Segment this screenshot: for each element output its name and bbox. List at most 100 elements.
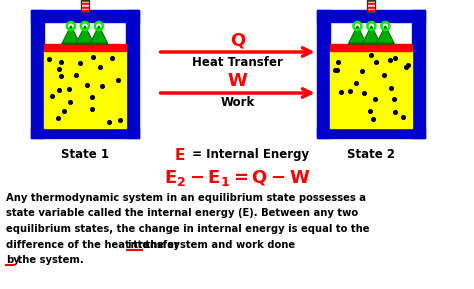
Bar bbox=[81, 2, 89, 3]
Bar bbox=[367, 5, 375, 7]
Point bbox=[333, 68, 340, 73]
Point bbox=[55, 66, 63, 71]
Point bbox=[98, 84, 106, 89]
Polygon shape bbox=[350, 28, 365, 42]
Bar bbox=[31, 10, 44, 138]
Point bbox=[76, 61, 83, 66]
Text: Q: Q bbox=[230, 31, 245, 49]
Bar bbox=[367, 9, 375, 10]
Bar bbox=[367, 3, 375, 5]
Text: difference of the heat transfer: difference of the heat transfer bbox=[6, 240, 182, 249]
Point bbox=[372, 97, 379, 101]
Point bbox=[390, 97, 398, 102]
Bar bbox=[330, 51, 412, 128]
Bar bbox=[330, 44, 412, 51]
Point bbox=[58, 60, 65, 64]
Point bbox=[67, 100, 74, 105]
Point bbox=[404, 63, 411, 67]
Point bbox=[369, 117, 377, 121]
Text: W: W bbox=[228, 72, 247, 90]
Bar bbox=[81, 10, 89, 12]
Bar bbox=[44, 51, 126, 128]
Point bbox=[57, 74, 65, 78]
Text: State 1: State 1 bbox=[61, 148, 109, 161]
Text: Heat Transfer: Heat Transfer bbox=[192, 57, 283, 69]
Bar bbox=[412, 10, 425, 138]
Point bbox=[399, 115, 407, 119]
Bar bbox=[81, 0, 89, 12]
Bar bbox=[81, 3, 89, 5]
Point bbox=[337, 90, 345, 95]
Bar bbox=[367, 10, 375, 12]
Point bbox=[358, 69, 366, 73]
Polygon shape bbox=[92, 28, 106, 42]
Point bbox=[55, 115, 62, 120]
Text: = Internal Energy: = Internal Energy bbox=[188, 148, 309, 161]
Point bbox=[360, 91, 367, 95]
Text: into: into bbox=[127, 240, 149, 249]
Text: $\mathbf{E_2 - E_1 = Q - W}$: $\mathbf{E_2 - E_1 = Q - W}$ bbox=[164, 168, 311, 188]
Point bbox=[367, 53, 375, 58]
Point bbox=[353, 81, 360, 86]
Point bbox=[388, 86, 395, 90]
Point bbox=[72, 73, 79, 77]
Bar bbox=[367, 0, 375, 12]
Point bbox=[114, 78, 122, 83]
Bar bbox=[81, 9, 89, 10]
Point bbox=[108, 56, 116, 60]
Point bbox=[88, 107, 96, 112]
Text: the system and work done: the system and work done bbox=[142, 240, 295, 249]
Point bbox=[106, 119, 113, 124]
Bar bbox=[44, 44, 126, 51]
Point bbox=[46, 57, 53, 62]
Polygon shape bbox=[64, 28, 78, 42]
Bar bbox=[81, 0, 89, 2]
Polygon shape bbox=[62, 26, 80, 44]
Text: E: E bbox=[175, 148, 185, 163]
Polygon shape bbox=[76, 26, 94, 44]
Bar bbox=[367, 7, 375, 9]
Bar bbox=[31, 128, 139, 138]
Polygon shape bbox=[78, 28, 92, 42]
Point bbox=[48, 94, 56, 98]
Point bbox=[334, 59, 342, 64]
Bar bbox=[318, 128, 425, 138]
Bar bbox=[81, 5, 89, 7]
Polygon shape bbox=[348, 26, 366, 44]
Point bbox=[55, 88, 63, 93]
Polygon shape bbox=[378, 28, 392, 42]
Text: State 2: State 2 bbox=[347, 148, 395, 161]
Point bbox=[373, 59, 380, 64]
Point bbox=[83, 83, 91, 88]
Text: Work: Work bbox=[220, 97, 255, 110]
Point bbox=[96, 64, 104, 69]
Polygon shape bbox=[365, 28, 378, 42]
Point bbox=[391, 55, 398, 60]
Text: equilibrium states, the change in internal energy is equal to the: equilibrium states, the change in intern… bbox=[6, 224, 370, 234]
Bar bbox=[31, 10, 139, 22]
Bar bbox=[126, 10, 139, 138]
Bar bbox=[367, 0, 375, 2]
Point bbox=[380, 73, 388, 77]
Bar bbox=[318, 10, 330, 138]
Bar bbox=[367, 2, 375, 3]
Text: Any thermodynamic system in an equilibrium state possesses a: Any thermodynamic system in an equilibri… bbox=[6, 193, 366, 203]
Point bbox=[331, 67, 339, 72]
Point bbox=[65, 87, 73, 92]
Point bbox=[392, 110, 399, 114]
Text: state variable called the internal energy (E). Between any two: state variable called the internal energ… bbox=[6, 208, 358, 218]
Point bbox=[367, 109, 374, 114]
Text: the system.: the system. bbox=[14, 255, 83, 265]
Point bbox=[346, 89, 354, 94]
Bar bbox=[81, 7, 89, 9]
Text: by: by bbox=[6, 255, 20, 265]
Point bbox=[386, 58, 393, 63]
Polygon shape bbox=[376, 26, 394, 44]
Point bbox=[116, 118, 123, 123]
Point bbox=[89, 55, 97, 60]
Point bbox=[60, 108, 67, 113]
Point bbox=[402, 64, 410, 69]
Polygon shape bbox=[90, 26, 108, 44]
Polygon shape bbox=[363, 26, 380, 44]
Point bbox=[89, 95, 96, 99]
